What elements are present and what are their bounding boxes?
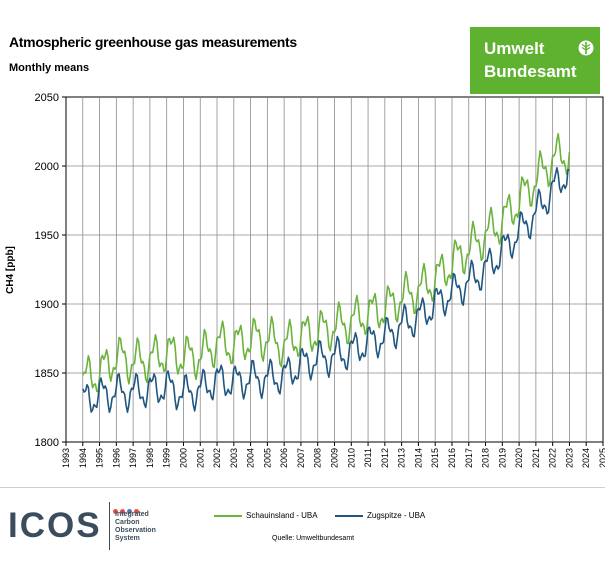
x-tick-label: 2025 [598,448,605,468]
uba-logo-line2: Bundesamt [484,62,577,81]
ch4-line-chart: 1993 1994 1995 1996 1997 1998 1999 2000 2001 2002… [5,92,605,468]
legend-item-schauinsland: Schauinsland - UBA [214,511,318,520]
legend-label-schauinsland: Schauinsland - UBA [246,511,318,520]
x-tick-label: 2012 [380,448,390,468]
icos-logo-divider [109,502,110,550]
legend-swatch-schauinsland [214,514,242,517]
y-tick-label: 1950 [35,230,59,242]
icos-logo-wordmark: ICOS [8,506,102,545]
icos-tagline-1: Integrated [115,511,149,518]
grid [66,97,603,442]
chart-title: Atmospheric greenhouse gas measurements [9,34,297,50]
series-line-zugspitze [82,167,570,414]
x-tick-label: 2021 [531,448,541,468]
x-tick-label: 2020 [514,448,524,468]
icos-logo: ICOS Integrated Carbon Observation Syste… [8,500,178,552]
icos-tagline: Integrated Carbon Observation System [115,511,175,543]
y-tick-label: 1900 [35,299,59,311]
legend-label-zugspitze: Zugspitze - UBA [367,511,426,520]
x-tick-label: 1997 [128,448,138,468]
x-tick-label: 2008 [313,448,323,468]
icos-dots-icon [113,501,141,519]
x-tick-label: 2014 [413,448,423,468]
y-tick-label: 2000 [35,161,59,173]
x-tick-label: 1994 [78,448,88,468]
x-tick-label: 2011 [363,448,373,467]
x-tick-label: 2023 [564,448,574,468]
x-tick-label: 2022 [548,448,558,468]
x-tick-label: 2009 [330,448,340,468]
source-note: Quelle: Umweltbundesamt [272,535,355,542]
uba-emblem-icon [578,40,594,56]
x-tick-label: 1998 [145,448,155,468]
x-tick-label: 2001 [195,448,205,468]
icos-tagline-2: Carbon [115,519,140,526]
axis-ticks: 1993 1994 1995 1996 1997 1998 1999 2000 2001 2002… [35,92,605,468]
legend-item-zugspitze: Zugspitze - UBA [335,511,425,520]
x-tick-label: 2016 [447,448,457,468]
x-tick-label: 2015 [430,448,440,468]
legend-swatch-zugspitze [335,514,363,517]
series-lines [82,133,571,414]
x-tick-label: 1995 [95,448,105,468]
x-tick-label: 2004 [246,448,256,468]
x-tick-label: 1993 [61,448,71,468]
x-tick-label: 2003 [229,448,239,468]
x-tick-label: 2013 [397,448,407,468]
x-tick-label: 2007 [296,448,306,468]
uba-logo: Umwelt Bundesamt [470,27,600,94]
footer-divider [0,487,605,488]
uba-logo-line1: Umwelt [484,39,545,58]
x-tick-label: 1996 [111,448,121,468]
y-tick-label: 2050 [35,92,59,104]
x-tick-label: 1999 [162,448,172,468]
y-tick-label: 1800 [35,437,59,449]
x-tick-label: 2019 [497,448,507,468]
x-tick-label: 2024 [581,448,591,468]
y-tick-label: 1850 [35,368,59,380]
x-tick-label: 2017 [464,448,474,468]
x-tick-label: 2018 [481,448,491,468]
x-tick-label: 2000 [178,448,188,468]
x-tick-label: 2006 [279,448,289,468]
icos-tagline-3: Observation [115,527,156,534]
y-axis-label: CH4 [ppb] [5,246,16,294]
x-tick-label: 2005 [262,448,272,468]
x-tick-label: 2010 [346,448,356,468]
series-line-schauinsland [82,133,571,393]
chart-subtitle: Monthly means [9,62,90,74]
x-tick-label: 2002 [212,448,222,468]
icos-tagline-4: System [115,535,140,542]
